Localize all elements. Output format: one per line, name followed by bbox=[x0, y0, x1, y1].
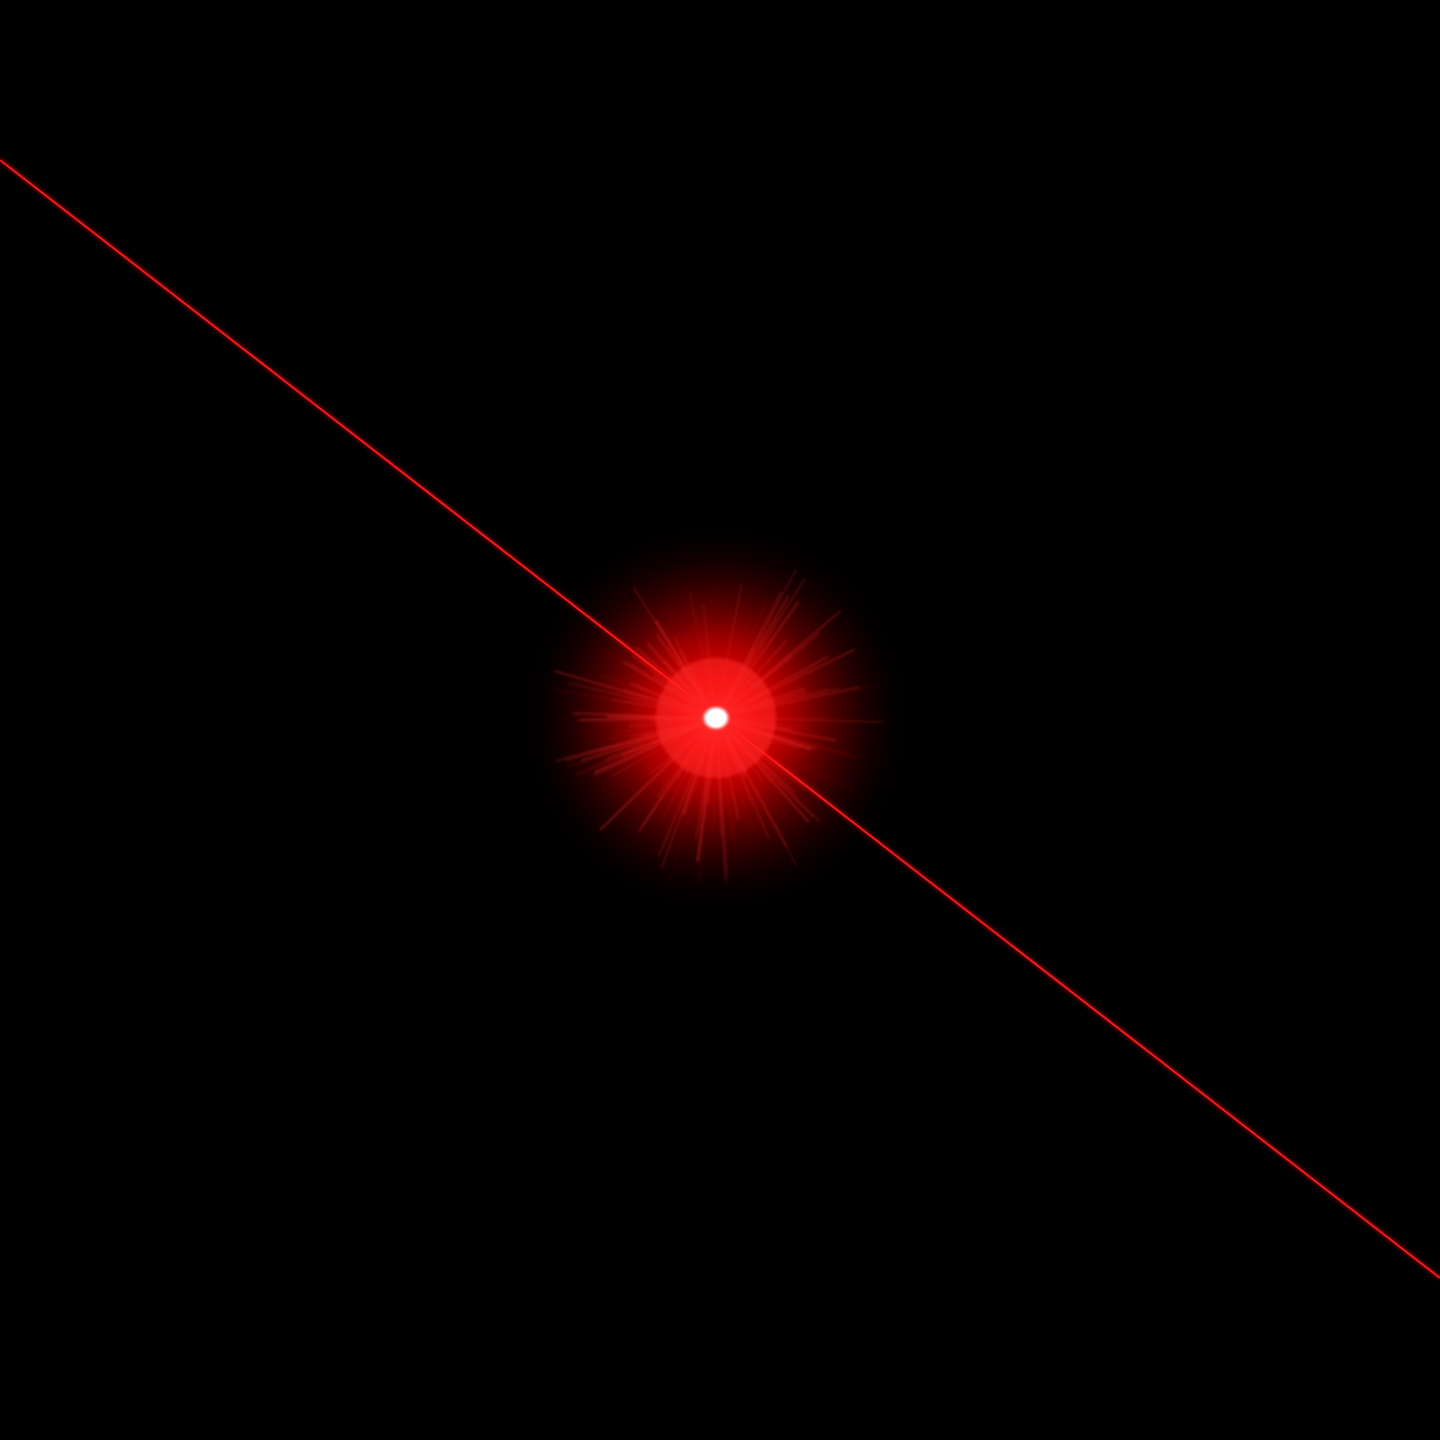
white-hot-core-center bbox=[706, 709, 726, 727]
